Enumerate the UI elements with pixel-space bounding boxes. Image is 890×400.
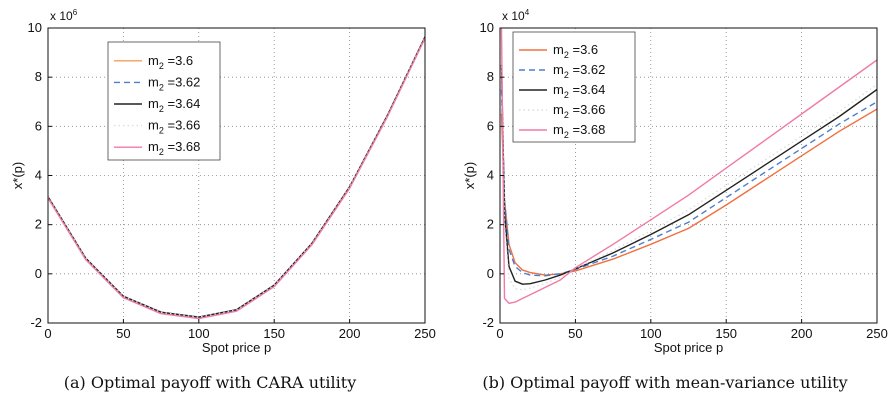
x-tick-label: 0	[44, 326, 51, 341]
legend-entry-4: m2 =3.66	[148, 118, 200, 136]
legend-entry-5: m2 =3.68	[553, 122, 605, 140]
x-tick-label: 150	[715, 326, 737, 341]
y-tick-label: 6	[487, 118, 494, 133]
y-tick-label: 2	[35, 217, 42, 232]
legend: m2 =3.6 m2 =3.62 m2 =3.64 m2 =3.66 m2 =3.68	[107, 41, 221, 161]
y-tick-label: 6	[35, 118, 42, 133]
legend-entry-4: m2 =3.66	[553, 102, 605, 120]
y-multiplier: x 106	[50, 8, 78, 23]
y-tick-label: -2	[482, 315, 494, 330]
legend-box	[107, 41, 221, 161]
y-tick-label: 8	[487, 69, 494, 84]
x-tick-label: 50	[116, 326, 130, 341]
series-line-5	[48, 37, 425, 320]
y-tick-label: 8	[35, 69, 42, 84]
x-axis-label: Spot price p	[654, 340, 723, 355]
x-tick-label: 200	[339, 326, 361, 341]
x-tick-label: 100	[188, 326, 210, 341]
legend-entry-2: m2 =3.62	[148, 74, 200, 92]
series-group	[500, 28, 877, 304]
y-tick-label: 10	[28, 20, 42, 35]
series-group	[48, 36, 425, 320]
y-tick-label: 10	[480, 20, 494, 35]
x-axis-label: Spot price p	[202, 340, 271, 355]
legend-entry-5: m2 =3.68	[148, 139, 200, 157]
y-multiplier: x 104	[502, 8, 530, 23]
legend-entry-1: m2 =3.6	[553, 42, 598, 60]
y-tick-label: -2	[30, 315, 42, 330]
y-tick-label: 0	[487, 266, 494, 281]
series-line-4	[48, 36, 425, 318]
x-tick-label: 50	[568, 326, 582, 341]
legend-entry-1: m2 =3.6	[148, 53, 193, 71]
legend-entry-2: m2 =3.62	[553, 62, 605, 80]
legend-entry-3: m2 =3.64	[148, 96, 200, 114]
y-tick-label: 4	[487, 168, 494, 183]
legend-entry-3: m2 =3.64	[553, 82, 605, 100]
x-tick-label: 250	[866, 326, 888, 341]
series-line-1	[500, 108, 877, 276]
x-tick-label: 200	[791, 326, 813, 341]
x-tick-label: 150	[263, 326, 285, 341]
y-tick-label: 4	[35, 168, 42, 183]
y-tick-label: 0	[35, 266, 42, 281]
series-line-5	[500, 28, 877, 304]
x-tick-label: 100	[640, 326, 662, 341]
legend: m2 =3.6 m2 =3.62 m2 =3.64 m2 =3.66 m2 =3.68	[512, 31, 636, 143]
figure-caption: (a) Optimal payoff with CARA utility	[64, 373, 357, 392]
x-tick-label: 0	[496, 326, 503, 341]
x-tick-label: 250	[414, 326, 436, 341]
y-tick-label: 2	[487, 217, 494, 232]
y-axis-label: x*(p)	[462, 162, 477, 189]
y-axis-label: x*(p)	[10, 162, 25, 189]
figure-caption: (b) Optimal payoff with mean-variance ut…	[482, 373, 847, 392]
